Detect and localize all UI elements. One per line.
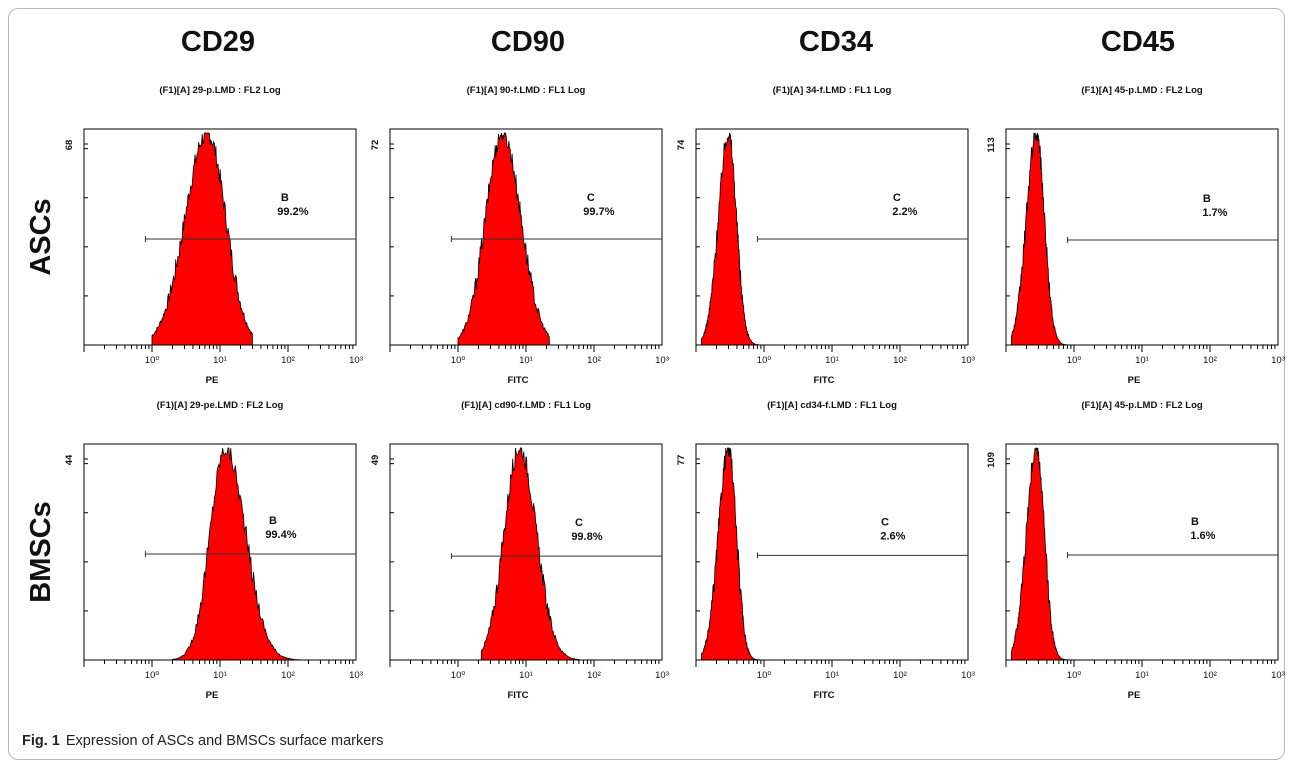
y-max-label: 44 — [64, 454, 75, 465]
histogram-area — [480, 447, 580, 661]
gate-percent: 99.2% — [277, 206, 308, 218]
panel-title: (F1)[A] cd90-f.LMD : FL1 Log — [461, 400, 591, 411]
gate-letter: C — [881, 516, 889, 528]
gate-percent: 99.8% — [571, 531, 602, 543]
x-tick-label: 10³ — [1271, 355, 1285, 366]
histogram-panel-8: (F1)[A] 45-p.LMD : FL2 Log 109 10⁰ 10¹ 10² 10… — [986, 400, 1285, 701]
x-tick-label: 10³ — [961, 670, 975, 681]
x-tick-label: 10² — [893, 670, 907, 681]
row-label-bmscs: BMSCs — [25, 501, 57, 603]
x-tick-label: 10¹ — [213, 355, 227, 366]
x-axis-label: FITC — [507, 375, 528, 386]
y-max-label: 68 — [64, 140, 75, 151]
histogram-panel-4: (F1)[A] 45-p.LMD : FL2 Log 113 10⁰ 10¹ 10² 10… — [986, 85, 1285, 386]
y-max-label: 72 — [370, 140, 381, 151]
x-tick-label: 10² — [281, 670, 295, 681]
x-tick-label: 10⁰ — [757, 355, 772, 366]
x-tick-label: 10⁰ — [451, 355, 466, 366]
x-axis-label: PE — [206, 690, 219, 701]
x-tick-label: 10³ — [349, 355, 363, 366]
column-header-cd29: CD29 — [181, 26, 255, 58]
y-max-label: 77 — [676, 455, 687, 466]
panel-title: (F1)[A] 90-f.LMD : FL1 Log — [467, 85, 586, 96]
panel-title: (F1)[A] 29-p.LMD : FL2 Log — [159, 85, 281, 96]
caption-label: Fig. 1 — [22, 733, 60, 749]
histogram-area — [701, 447, 760, 661]
gate-percent: 1.7% — [1202, 207, 1227, 219]
histogram-panel-1: (F1)[A] 29-p.LMD : FL2 Log 68 10⁰ 10¹ 10² 10³… — [64, 85, 363, 386]
x-tick-label: 10³ — [1271, 670, 1285, 681]
histogram-area — [1011, 132, 1068, 346]
column-header-cd45: CD45 — [1101, 26, 1175, 58]
histogram-panel-2: (F1)[A] 90-f.LMD : FL1 Log 72 10⁰ 10¹ 10² 10³… — [370, 85, 669, 386]
gate-letter: C — [893, 192, 901, 204]
x-tick-label: 10¹ — [519, 355, 533, 366]
y-max-label: 74 — [676, 139, 687, 150]
figure-frame — [8, 8, 1285, 760]
x-tick-label: 10² — [587, 355, 601, 366]
gate-letter: C — [587, 192, 595, 204]
x-axis-label: FITC — [813, 375, 834, 386]
x-tick-label: 10² — [1203, 355, 1217, 366]
x-tick-label: 10⁰ — [451, 670, 466, 681]
gate-letter: B — [1203, 193, 1211, 205]
x-tick-label: 10¹ — [519, 670, 533, 681]
histogram-panel-5: (F1)[A] 29-pe.LMD : FL2 Log 44 10⁰ 10¹ 10² 10… — [64, 400, 363, 701]
x-axis-label: PE — [1128, 375, 1141, 386]
histogram-area — [701, 132, 760, 346]
x-axis-label: PE — [1128, 690, 1141, 701]
gate-letter: C — [575, 517, 583, 529]
gate-letter: B — [269, 515, 277, 527]
x-tick-label: 10³ — [349, 670, 363, 681]
gate-percent: 2.2% — [892, 206, 917, 218]
x-tick-label: 10⁰ — [1067, 670, 1082, 681]
x-tick-label: 10³ — [655, 355, 669, 366]
x-tick-label: 10² — [281, 355, 295, 366]
x-axis-label: FITC — [507, 690, 528, 701]
x-tick-label: 10³ — [961, 355, 975, 366]
gate-percent: 1.6% — [1190, 530, 1215, 542]
x-tick-label: 10¹ — [825, 670, 839, 681]
y-max-label: 113 — [986, 137, 997, 152]
x-tick-label: 10¹ — [213, 670, 227, 681]
panel-title: (F1)[A] 45-p.LMD : FL2 Log — [1081, 85, 1203, 96]
x-tick-label: 10² — [1203, 670, 1217, 681]
gate-percent: 99.4% — [265, 529, 296, 541]
y-max-label: 49 — [370, 455, 381, 466]
x-tick-label: 10¹ — [1135, 670, 1149, 681]
column-header-cd90: CD90 — [491, 26, 565, 58]
x-tick-label: 10⁰ — [1067, 355, 1082, 366]
panel-title: (F1)[A] 45-p.LMD : FL2 Log — [1081, 400, 1203, 411]
histogram-panel-6: (F1)[A] cd90-f.LMD : FL1 Log 49 10⁰ 10¹ 10² 1… — [370, 400, 669, 701]
histogram-panel-3: (F1)[A] 34-f.LMD : FL1 Log 74 10⁰ 10¹ 10² 10³… — [676, 85, 975, 386]
gate-percent: 99.7% — [583, 206, 614, 218]
row-label-ascs: ASCs — [25, 198, 57, 275]
histogram-area — [1011, 447, 1068, 661]
x-tick-label: 10¹ — [825, 355, 839, 366]
column-header-cd34: CD34 — [799, 26, 873, 58]
x-tick-label: 10⁰ — [757, 670, 772, 681]
gate-letter: B — [281, 192, 289, 204]
x-tick-label: 10⁰ — [145, 355, 160, 366]
x-axis-label: FITC — [813, 690, 834, 701]
x-tick-label: 10⁰ — [145, 670, 160, 681]
y-max-label: 109 — [986, 452, 997, 468]
x-tick-label: 10¹ — [1135, 355, 1149, 366]
x-tick-label: 10³ — [655, 670, 669, 681]
x-tick-label: 10² — [893, 355, 907, 366]
x-tick-label: 10² — [587, 670, 601, 681]
panel-title: (F1)[A] cd34-f.LMD : FL1 Log — [767, 400, 897, 411]
figure-caption: Fig. 1 Expression of ASCs and BMSCs surfa… — [22, 733, 383, 749]
histogram-panel-7: (F1)[A] cd34-f.LMD : FL1 Log 77 10⁰ 10¹ 10² 1… — [676, 400, 975, 701]
panel-title: (F1)[A] 29-pe.LMD : FL2 Log — [157, 400, 284, 411]
gate-letter: B — [1191, 516, 1199, 528]
caption-text: Expression of ASCs and BMSCs surface mar… — [65, 733, 384, 749]
x-axis-label: PE — [206, 375, 219, 386]
panel-title: (F1)[A] 34-f.LMD : FL1 Log — [773, 85, 892, 96]
gate-percent: 2.6% — [880, 530, 905, 542]
